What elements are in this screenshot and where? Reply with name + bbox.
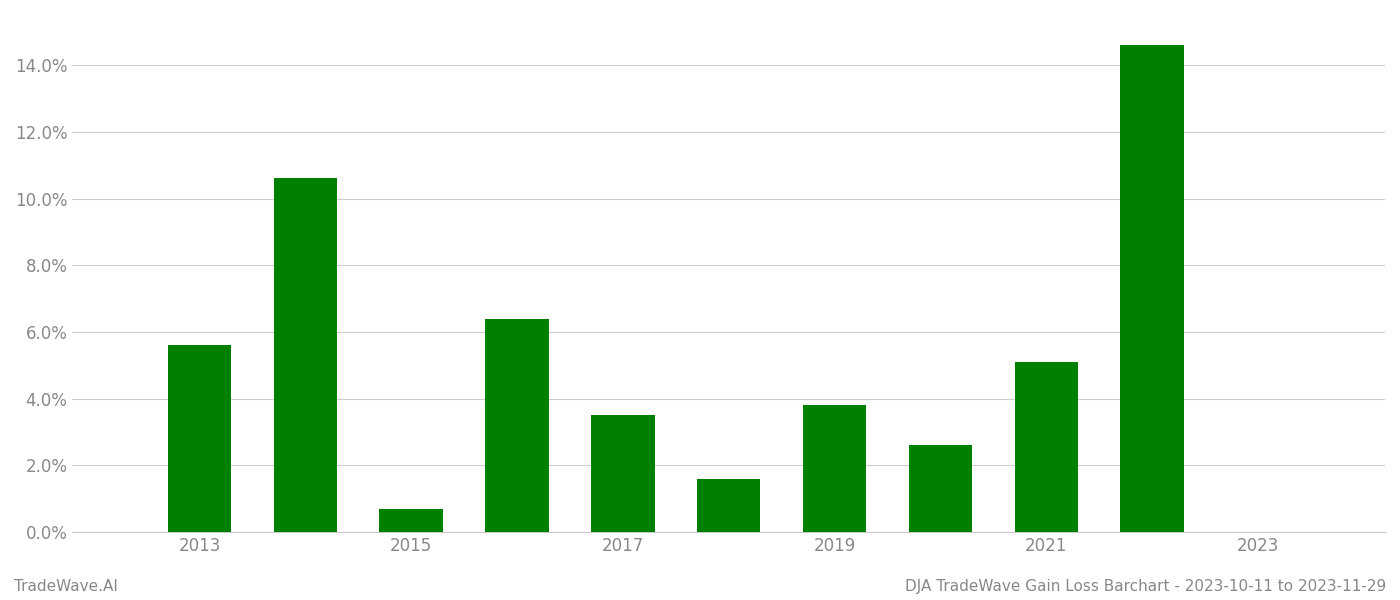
- Bar: [697, 479, 760, 532]
- Bar: [802, 406, 867, 532]
- Bar: [1015, 362, 1078, 532]
- Bar: [909, 445, 972, 532]
- Bar: [486, 319, 549, 532]
- Bar: [273, 178, 337, 532]
- Bar: [591, 415, 655, 532]
- Bar: [379, 509, 442, 532]
- Text: TradeWave.AI: TradeWave.AI: [14, 579, 118, 594]
- Text: DJA TradeWave Gain Loss Barchart - 2023-10-11 to 2023-11-29: DJA TradeWave Gain Loss Barchart - 2023-…: [904, 579, 1386, 594]
- Bar: [1120, 45, 1184, 532]
- Bar: [168, 346, 231, 532]
